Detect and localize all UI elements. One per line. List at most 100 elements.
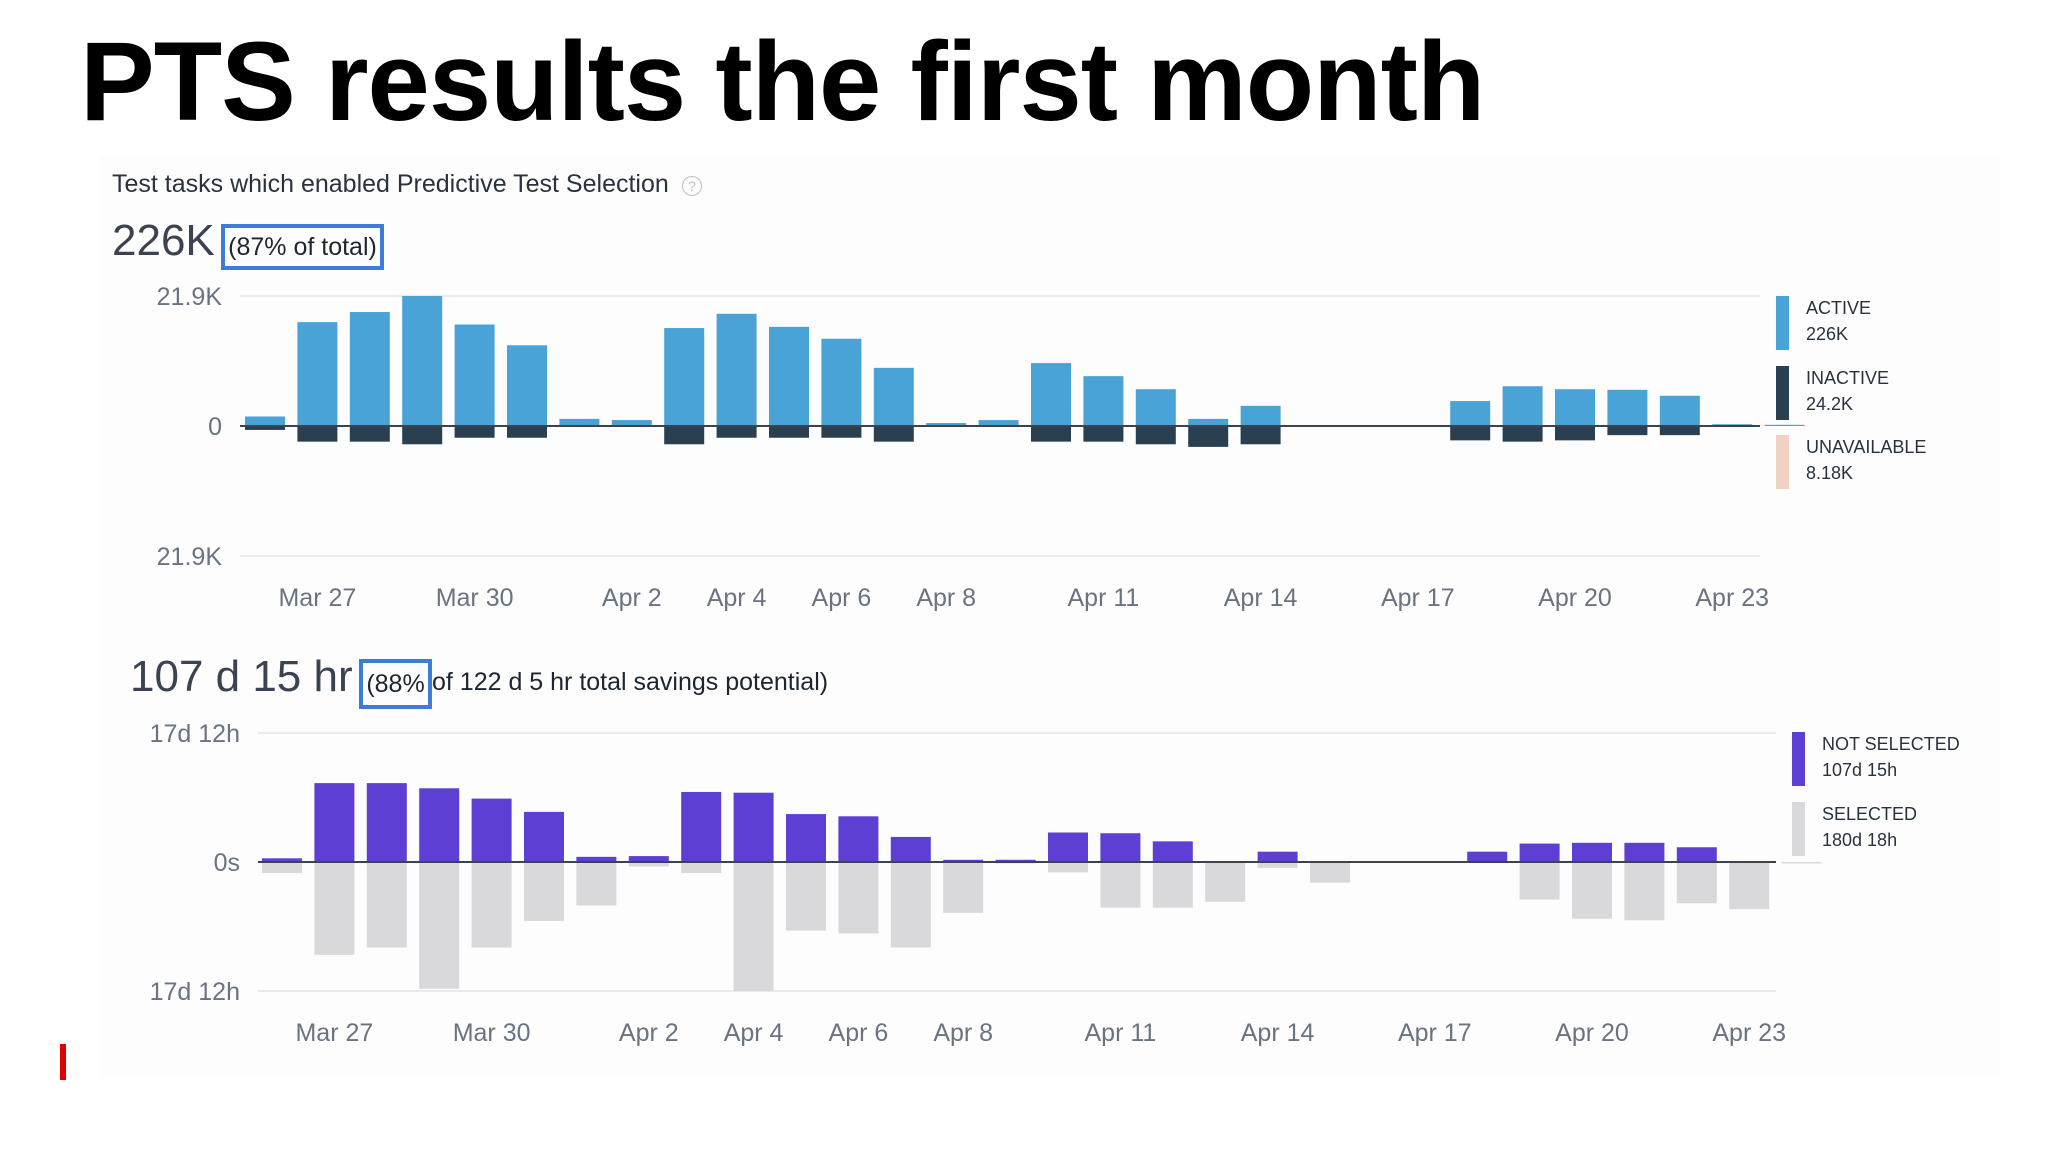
x-tick-label: Apr 11: [1067, 584, 1139, 612]
inactive-bar: [716, 426, 757, 438]
y-tick-label: 17d 12h: [150, 978, 240, 1006]
not-selected-bar: [262, 858, 302, 862]
selected-bar: [943, 862, 984, 913]
not-selected-bar: [995, 859, 1036, 862]
selected-bar: [314, 862, 355, 955]
chart2-percent-highlight: (88%: [359, 659, 432, 709]
inactive-bar: [507, 426, 547, 438]
chart-subtitle: Test tasks which enabled Predictive Test…: [112, 170, 669, 198]
inactive-bar: [1450, 426, 1491, 441]
legend-swatch: [1776, 435, 1789, 489]
x-tick-label: Mar 27: [278, 584, 356, 612]
active-bar: [978, 420, 1019, 426]
legend-swatch: [1792, 732, 1805, 786]
x-tick-label: Apr 23: [1695, 584, 1769, 612]
selected-bar: [838, 862, 879, 934]
legend-series-total: 24.2K: [1806, 394, 1853, 414]
active-bar: [1555, 389, 1595, 426]
slide-title: PTS results the first month: [80, 19, 1485, 144]
not-selected-bar: [419, 788, 460, 862]
active-bar: [402, 296, 443, 426]
selected-bar: [1152, 862, 1193, 908]
legend-series-total: 8.18K: [1806, 463, 1853, 483]
selected-bar: [1257, 862, 1298, 868]
inactive-bar: [1502, 426, 1543, 442]
selected-bar: [524, 862, 564, 921]
selected-bar: [262, 862, 302, 874]
active-bar: [297, 322, 338, 426]
legend-swatch: [1776, 366, 1789, 420]
active-bar: [1188, 418, 1229, 426]
legend-series-name: UNAVAILABLE: [1806, 437, 1926, 457]
inactive-bar: [664, 426, 705, 445]
active-bar: [1607, 389, 1648, 426]
not-selected-bar: [1048, 832, 1088, 862]
x-tick-label: Apr 20: [1555, 1019, 1629, 1047]
x-tick-label: Apr 11: [1084, 1019, 1156, 1047]
legend-swatch: [1792, 802, 1805, 856]
active-bar: [1659, 395, 1700, 426]
active-bar: [559, 418, 600, 426]
x-tick-label: Apr 4: [724, 1019, 784, 1047]
selected-bar: [576, 862, 617, 906]
inactive-bar: [454, 426, 495, 438]
active-bar: [1240, 405, 1281, 426]
x-tick-label: Apr 20: [1538, 584, 1612, 612]
help-circle-icon[interactable]: ?: [682, 176, 702, 196]
x-tick-label: Apr 2: [619, 1019, 679, 1047]
x-tick-label: Apr 17: [1398, 1019, 1472, 1047]
x-tick-label: Mar 30: [453, 1019, 531, 1047]
not-selected-bar: [628, 856, 669, 862]
not-selected-bar: [1100, 833, 1141, 862]
x-tick-label: Apr 14: [1224, 584, 1298, 612]
not-selected-bar: [576, 856, 617, 862]
active-bar: [349, 312, 390, 426]
legend-series-name: ACTIVE: [1806, 298, 1871, 318]
active-bar: [1135, 389, 1176, 426]
legend-series-name: INACTIVE: [1806, 368, 1889, 388]
selected-bar: [1310, 862, 1350, 883]
legend-series-name: SELECTED: [1822, 804, 1917, 824]
inactive-bar: [1607, 426, 1648, 436]
selected-bar: [1676, 862, 1717, 904]
not-selected-bar: [1467, 851, 1508, 862]
selected-bar: [419, 862, 460, 989]
active-bar: [926, 423, 967, 426]
chart2-savings-text: of 122 d 5 hr total savings potential): [432, 668, 829, 696]
active-bar: [507, 345, 547, 426]
y-tick-label: 0: [208, 413, 222, 441]
active-bar: [245, 416, 285, 426]
not-selected-bar: [890, 836, 931, 862]
not-selected-bar: [314, 783, 355, 862]
legend-swatch: [1776, 296, 1789, 350]
not-selected-bar: [1519, 843, 1560, 862]
inactive-bar: [769, 426, 809, 438]
legend-series-name: NOT SELECTED: [1822, 734, 1960, 754]
x-tick-label: Apr 6: [829, 1019, 889, 1047]
inactive-bar: [245, 426, 285, 430]
active-bar: [664, 328, 705, 426]
selected-bar: [890, 862, 931, 948]
x-tick-label: Mar 27: [295, 1019, 373, 1047]
inactive-bar: [873, 426, 914, 442]
inactive-bar: [821, 426, 862, 438]
not-selected-bar: [1572, 842, 1612, 862]
inactive-bar: [1188, 426, 1229, 447]
active-bar: [1502, 386, 1543, 426]
selected-bar: [1100, 862, 1141, 908]
not-selected-bar: [786, 814, 826, 862]
not-selected-bar: [471, 798, 512, 862]
selected-bar: [471, 862, 512, 948]
active-bar: [611, 420, 652, 426]
legend-series-total: 180d 18h: [1822, 830, 1897, 850]
not-selected-bar: [1624, 842, 1665, 862]
inactive-bar: [1555, 426, 1595, 441]
inactive-bar: [349, 426, 390, 442]
selected-bar: [1781, 862, 1822, 864]
chart1-total-value: 226K: [112, 216, 215, 265]
selected-bar: [1519, 862, 1560, 900]
x-tick-label: Apr 23: [1712, 1019, 1786, 1047]
not-selected-bar: [943, 859, 984, 862]
